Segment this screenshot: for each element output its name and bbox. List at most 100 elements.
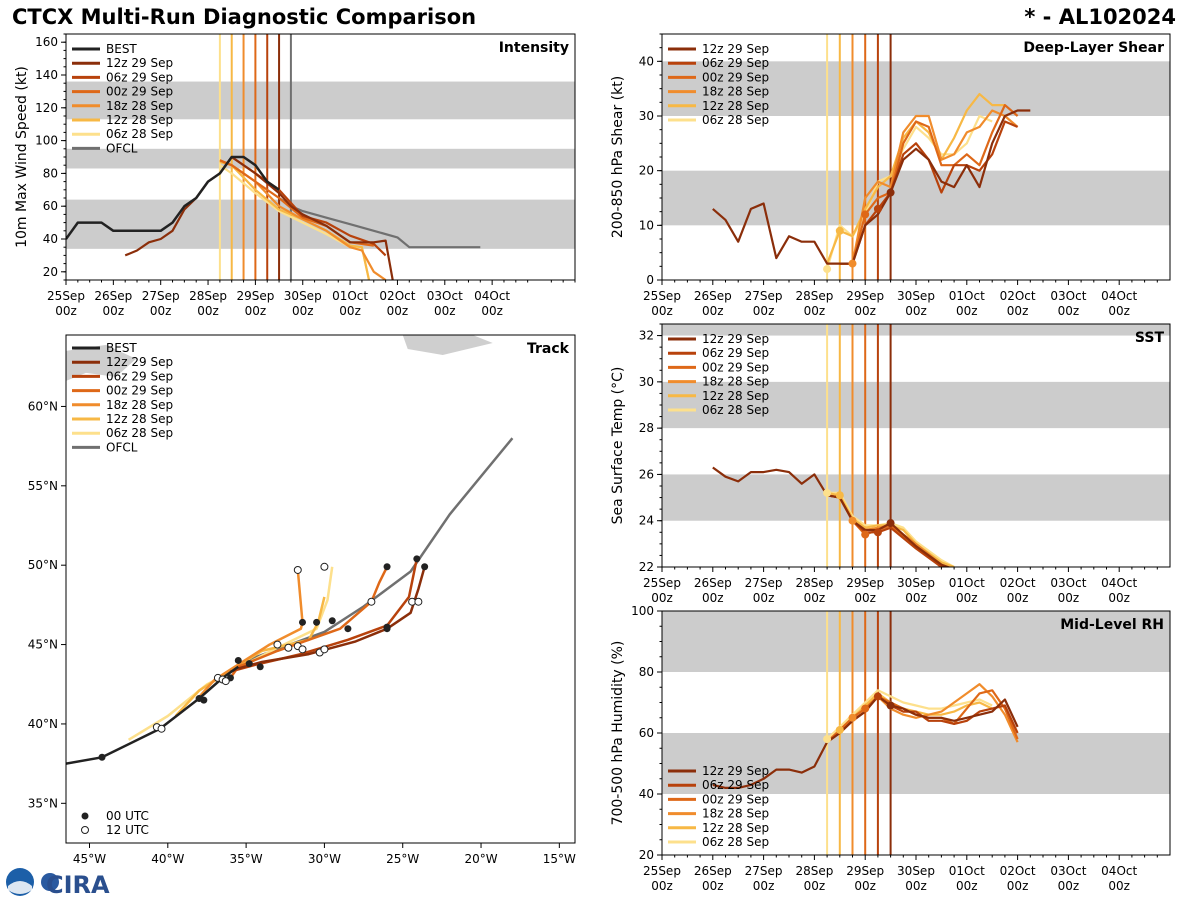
y-tick-label: 140 — [35, 68, 58, 82]
marker-00utc — [98, 753, 106, 761]
plot-area-intensity — [66, 34, 575, 280]
series-00z-29-sep — [839, 103, 1019, 265]
x-tick-label-hour: 00z — [481, 304, 503, 318]
y-tick-label: 45°N — [28, 638, 58, 652]
x-tick-label-hour: 00z — [905, 591, 927, 605]
y-tick-label: 24 — [639, 514, 654, 528]
panel-shear: 01020304025Sep00z26Sep00z27Sep00z28Sep00… — [610, 33, 1171, 318]
marker-00utc — [383, 563, 391, 571]
threshold-band — [662, 474, 1170, 521]
y-tick-label: 0 — [646, 273, 654, 287]
legend-label: 18z 28 Sep — [702, 85, 769, 99]
x-tick-label-day: 27Sep — [745, 864, 783, 878]
series-18z-28-sep — [839, 109, 1019, 265]
init-marker — [835, 491, 844, 500]
x-tick-label-hour: 00z — [245, 304, 267, 318]
x-tick-label-hour: 00z — [1007, 591, 1029, 605]
x-tick-label: 25°W — [386, 852, 419, 866]
y-tick-label: 20 — [639, 848, 654, 862]
x-tick-label-hour: 00z — [339, 304, 361, 318]
legend-label: 06z 29 Sep — [702, 778, 769, 792]
y-axis-label: 700-500 hPa Humidity (%) — [610, 641, 626, 826]
x-tick-label-day: 26Sep — [694, 576, 732, 590]
legend-label: 12z 28 Sep — [702, 821, 769, 835]
x-tick-label-day: 30Sep — [897, 576, 935, 590]
legend-label: 12z 28 Sep — [702, 99, 769, 113]
x-tick-label-hour: 00z — [1007, 304, 1029, 318]
x-tick-label-hour: 00z — [956, 304, 978, 318]
legend-label: 06z 28 Sep — [702, 835, 769, 849]
init-marker — [823, 735, 832, 744]
legend-label: 18z 28 Sep — [702, 807, 769, 821]
threshold-band — [66, 81, 575, 120]
init-marker — [835, 725, 844, 734]
cira-globe-icon — [41, 873, 59, 891]
init-marker — [848, 516, 857, 525]
legend-label: 06z 29 Sep — [106, 70, 173, 84]
y-tick-label: 50°N — [28, 558, 58, 572]
y-tick-label: 60°N — [28, 399, 58, 413]
threshold-band — [662, 611, 1170, 672]
y-axis-label: 200-850 hPa Shear (kt) — [610, 76, 626, 238]
x-tick-label-hour: 00z — [197, 304, 219, 318]
marker-00utc — [421, 563, 429, 571]
x-tick-label-day: 04Oct — [474, 289, 510, 303]
x-tick-label-day: 02Oct — [1000, 576, 1036, 590]
x-tick-label-day: 28Sep — [795, 289, 833, 303]
panel-title: Mid-Level RH — [1060, 617, 1164, 633]
marker-12utc — [157, 724, 166, 733]
x-tick-label-hour: 00z — [651, 591, 673, 605]
panel-title: Intensity — [499, 40, 569, 56]
y-tick-label: 20 — [639, 164, 654, 178]
x-tick-label-day: 26Sep — [94, 289, 132, 303]
track-18z-28-sep — [198, 569, 304, 698]
marker-12utc — [273, 640, 282, 649]
x-tick-label-day: 26Sep — [694, 289, 732, 303]
init-marker — [823, 488, 832, 497]
legend-label: 06z 28 Sep — [702, 113, 769, 127]
x-tick-label-day: 27Sep — [745, 289, 783, 303]
marker-00utc — [383, 623, 391, 631]
legend-marker-00utc — [81, 812, 89, 820]
legend-label: 12z 28 Sep — [106, 113, 173, 127]
panel-intensity: 2040608010012014016025Sep00z26Sep00z27Se… — [14, 33, 576, 318]
init-marker — [861, 210, 870, 219]
x-tick-label-day: 25Sep — [643, 289, 681, 303]
series-06z-28-sep — [827, 491, 955, 567]
x-tick-label-hour: 00z — [804, 591, 826, 605]
x-tick-label: 15°W — [543, 852, 576, 866]
x-tick-label-hour: 00z — [956, 591, 978, 605]
land-iceland — [402, 335, 493, 355]
storm-id: * - AL102024 — [1024, 5, 1176, 29]
marker-00utc — [328, 617, 336, 625]
init-marker — [886, 188, 895, 197]
x-tick-label-hour: 00z — [103, 304, 125, 318]
legend-label: 06z 29 Sep — [106, 369, 173, 383]
x-tick-label-hour: 00z — [651, 879, 673, 893]
panel-title: Deep-Layer Shear — [1023, 40, 1164, 56]
plot-area-track — [66, 335, 514, 765]
cira-logo-text: CIRA — [46, 871, 110, 898]
x-tick-label: 35°W — [230, 852, 263, 866]
legend-label: 06z 29 Sep — [702, 56, 769, 70]
x-tick-label-day: 30Sep — [284, 289, 322, 303]
x-tick-label-hour: 00z — [651, 304, 673, 318]
marker-12utc — [320, 645, 329, 654]
threshold-band — [662, 733, 1170, 794]
track-06z-29-sep — [230, 558, 419, 673]
x-tick-label: 40°W — [151, 852, 184, 866]
legend-label: OFCL — [106, 141, 138, 155]
plot-area-rh — [662, 611, 1170, 855]
y-tick-label: 60 — [639, 726, 654, 740]
init-marker — [886, 519, 895, 528]
legend-label: 00z 29 Sep — [106, 85, 173, 99]
legend-label: 12z 29 Sep — [702, 764, 769, 778]
x-tick-label-day: 27Sep — [745, 576, 783, 590]
series-12z-29-sep — [712, 466, 951, 567]
x-tick-label-hour: 00z — [702, 304, 724, 318]
x-tick-label-hour: 00z — [753, 304, 775, 318]
panel-sst: 22242628303225Sep00z26Sep00z27Sep00z28Se… — [610, 323, 1171, 605]
x-tick-label-day: 29Sep — [236, 289, 274, 303]
x-tick-label-hour: 00z — [387, 304, 409, 318]
